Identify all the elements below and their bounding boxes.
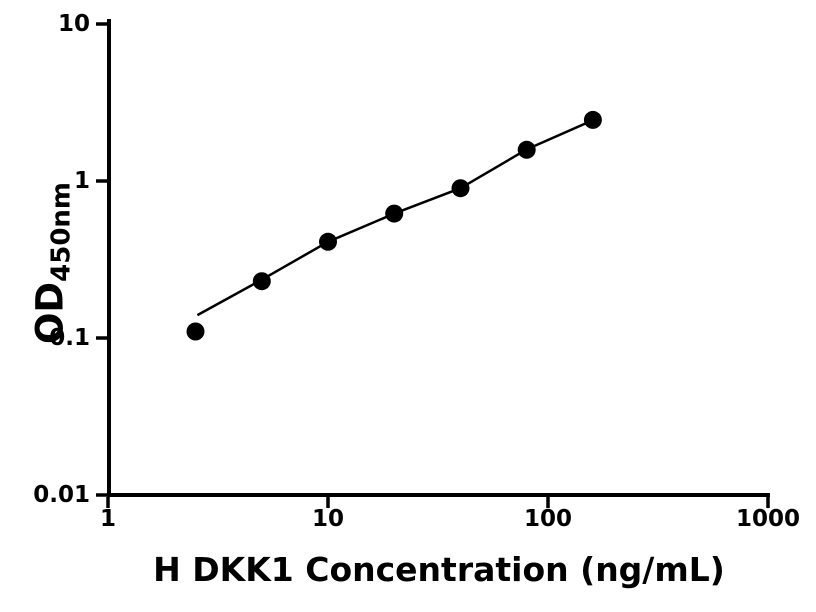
data-point xyxy=(517,140,536,159)
x-tick-label: 1000 xyxy=(735,506,800,532)
data-point xyxy=(583,110,602,129)
data-point xyxy=(385,204,404,223)
y-axis-title-subscript: 450nm xyxy=(46,181,77,282)
x-tick-label: 100 xyxy=(523,506,572,532)
data-point xyxy=(451,179,470,198)
data-point xyxy=(319,232,337,251)
y-tick-label: 1 xyxy=(73,168,90,194)
data-point xyxy=(186,322,205,341)
y-tick-label: 0.1 xyxy=(49,325,90,351)
y-axis-title: OD450nm xyxy=(28,182,77,345)
x-axis-title: H DKK1 Concentration (ng/mL) xyxy=(153,550,725,589)
y-tick-label: 10 xyxy=(57,11,90,37)
y-axis-title-main: OD xyxy=(28,281,72,345)
y-tick-label: 0.01 xyxy=(33,482,90,508)
x-tick-label: 1 xyxy=(99,506,116,532)
x-tick-label: 10 xyxy=(311,506,344,532)
data-point xyxy=(252,272,271,291)
